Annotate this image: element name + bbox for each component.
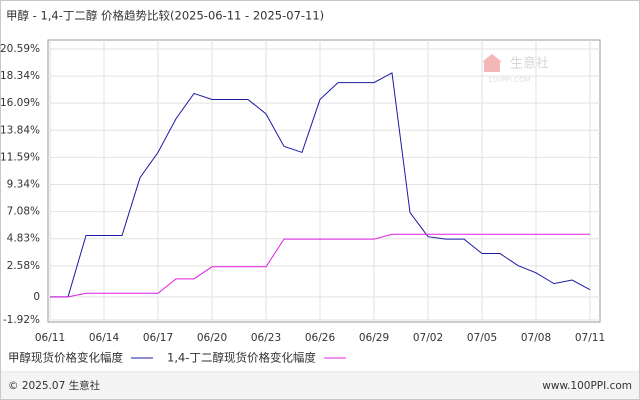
footer-left: © 2025.07 生意社	[8, 379, 101, 392]
plot-area	[47, 39, 601, 323]
x-tick-label: 06/23	[251, 332, 281, 344]
footer-bar	[1, 373, 639, 399]
y-tick-label: 11.59%	[0, 151, 40, 163]
x-tick-label: 06/26	[305, 332, 336, 344]
y-tick-label: 13.84%	[0, 124, 40, 136]
y-tick-label: 9.34%	[7, 178, 40, 190]
x-tick-label: 06/29	[359, 332, 389, 344]
x-tick-label: 07/02	[413, 332, 443, 344]
x-tick-label: 07/11	[575, 332, 605, 344]
y-tick-label: 16.09%	[0, 97, 40, 109]
x-tick-label: 06/20	[197, 332, 227, 344]
y-tick-label: -1.92%	[3, 314, 40, 326]
x-tick-label: 07/05	[467, 332, 497, 344]
x-tick-label: 06/17	[143, 332, 173, 344]
x-tick-label: 06/14	[89, 332, 120, 344]
x-tick-label: 07/08	[521, 332, 551, 344]
watermark: 生意社 100PPI.COM	[482, 54, 549, 84]
y-tick-label: 18.34%	[0, 70, 40, 82]
watermark-logo	[482, 54, 502, 72]
series-line	[50, 72, 591, 298]
chart-title: 甲醇 - 1,4-丁二醇 价格趋势比较(2025-06-11 - 2025-07…	[6, 9, 324, 23]
legend-label: 1,4-丁二醇现货价格变化幅度	[167, 351, 316, 365]
y-tick-label: 4.83%	[7, 233, 40, 245]
y-tick-label: 7.08%	[7, 206, 40, 218]
y-tick-label: 0	[33, 291, 40, 303]
legend-label: 甲醇现货价格变化幅度	[8, 351, 123, 365]
watermark-site: 100PPI.COM	[488, 76, 531, 84]
footer-right: www.100PPI.com	[542, 380, 632, 392]
series-line	[50, 233, 590, 298]
y-tick-label: 20.59%	[0, 43, 40, 55]
watermark-name: 生意社	[510, 56, 549, 72]
x-tick-label: 06/11	[35, 332, 65, 344]
y-tick-label: 2.58%	[7, 260, 40, 272]
